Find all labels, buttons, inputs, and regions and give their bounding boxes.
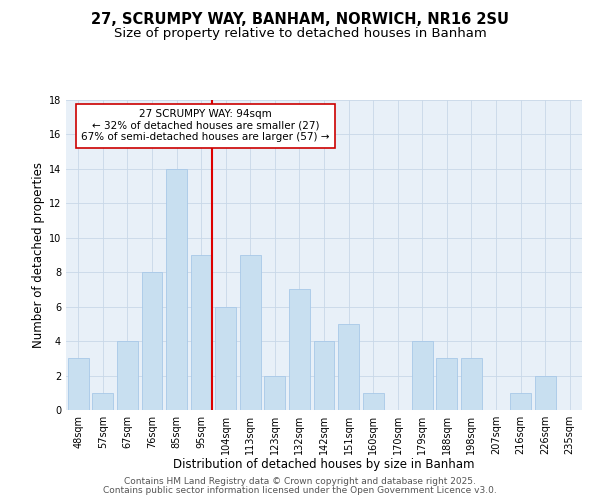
Bar — [166, 169, 187, 410]
X-axis label: Distribution of detached houses by size in Banham: Distribution of detached houses by size … — [173, 458, 475, 471]
Bar — [240, 255, 261, 410]
Text: 27 SCRUMPY WAY: 94sqm
← 32% of detached houses are smaller (27)
67% of semi-deta: 27 SCRUMPY WAY: 94sqm ← 32% of detached … — [81, 110, 329, 142]
Bar — [191, 255, 212, 410]
Bar — [92, 393, 113, 410]
Y-axis label: Number of detached properties: Number of detached properties — [32, 162, 44, 348]
Text: 27, SCRUMPY WAY, BANHAM, NORWICH, NR16 2SU: 27, SCRUMPY WAY, BANHAM, NORWICH, NR16 2… — [91, 12, 509, 28]
Bar — [338, 324, 359, 410]
Bar — [535, 376, 556, 410]
Bar — [265, 376, 286, 410]
Bar — [362, 393, 383, 410]
Bar — [510, 393, 531, 410]
Bar — [215, 306, 236, 410]
Bar — [461, 358, 482, 410]
Bar — [117, 341, 138, 410]
Bar — [436, 358, 457, 410]
Bar — [412, 341, 433, 410]
Text: Size of property relative to detached houses in Banham: Size of property relative to detached ho… — [113, 28, 487, 40]
Text: Contains HM Land Registry data © Crown copyright and database right 2025.: Contains HM Land Registry data © Crown c… — [124, 477, 476, 486]
Text: Contains public sector information licensed under the Open Government Licence v3: Contains public sector information licen… — [103, 486, 497, 495]
Bar — [68, 358, 89, 410]
Bar — [314, 341, 334, 410]
Bar — [142, 272, 163, 410]
Bar — [289, 290, 310, 410]
